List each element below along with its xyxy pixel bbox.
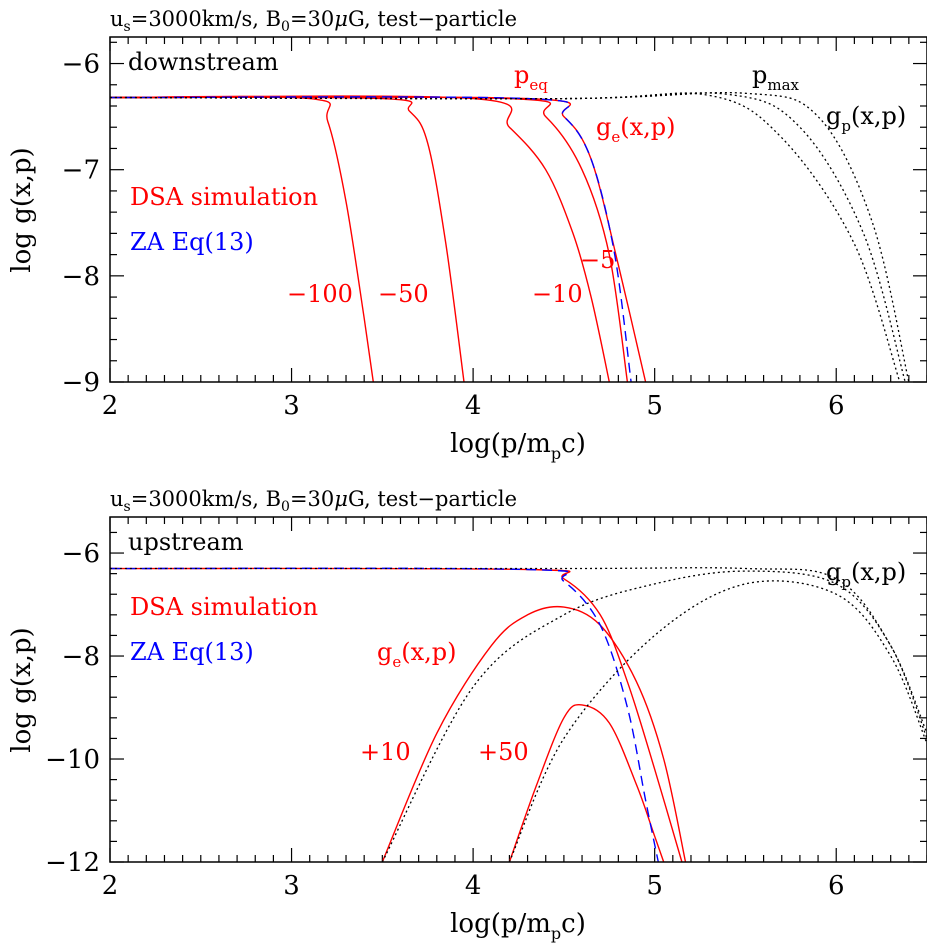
bottom-curve-label-50: +50: [478, 738, 529, 766]
top-ytick-label: −6: [62, 50, 100, 80]
bottom-xlabel: log(p/mpc): [450, 909, 586, 943]
bottom-annot-gp: gp(x,p): [826, 558, 906, 591]
top-annot-ge: ge(x,p): [596, 113, 676, 146]
bottom-ytick-label: −12: [45, 848, 100, 878]
top-curve-label-5: −5: [580, 246, 615, 274]
top-ylabel: log g(x,p): [7, 147, 37, 272]
top-curve-label-100: −100: [287, 280, 353, 308]
top-axis-ticks: [109, 37, 927, 383]
top-xtick-label: 6: [828, 391, 845, 421]
top-series-layer: [110, 91, 910, 382]
bottom-legend-dsa: DSA simulation: [130, 593, 318, 621]
bottom-ytick-label: −8: [62, 642, 100, 672]
top-curve-label-10: −10: [532, 280, 583, 308]
top-series-line-4: [110, 96, 647, 382]
bottom-legend-za: ZA Eq(13): [130, 638, 254, 666]
top-series-line-8: [110, 92, 901, 382]
top-series-line-7: [110, 92, 906, 382]
bottom-series-line-6: [508, 580, 927, 862]
top-xlabel: log(p/mpc): [450, 429, 586, 463]
top-xtick-label: 5: [646, 391, 663, 421]
top-legend-za: ZA Eq(13): [130, 228, 254, 256]
bottom-series-line-1: [381, 605, 687, 862]
bottom-panel: us=3000km/s, B0=30μG, test−particle 2 3 4 5…: [7, 487, 927, 943]
bottom-annot-ge: ge(x,p): [377, 638, 457, 671]
top-title: us=3000km/s, B0=30μG, test−particle: [110, 7, 517, 35]
bottom-xtick-label: 6: [828, 871, 845, 901]
bottom-series-line-4: [110, 567, 927, 734]
bottom-series-line-5: [381, 570, 927, 862]
bottom-series-line-3: [110, 567, 659, 862]
bottom-ytick-label: −10: [45, 745, 100, 775]
top-xtick-label: 2: [102, 391, 119, 421]
bottom-xtick-label: 3: [283, 871, 300, 901]
top-plot-frame: [109, 36, 927, 383]
top-xtick-label: 3: [283, 391, 300, 421]
bottom-series-line-2: [508, 703, 665, 862]
top-annot-pmax: pmax: [752, 61, 800, 94]
top-ytick-label: −9: [62, 368, 100, 398]
top-xtick-label: 4: [465, 391, 482, 421]
top-annot-gp: gp(x,p): [826, 102, 906, 135]
bottom-ytick-label: −6: [62, 539, 100, 569]
bottom-title: us=3000km/s, B0=30μG, test−particle: [110, 487, 517, 515]
bottom-curve-label-10: +10: [360, 738, 411, 766]
bottom-tick-labels: 2 3 4 5 6 −6 −8 −10 −12: [45, 539, 844, 901]
top-annot-peq: peq: [514, 61, 548, 94]
top-tick-labels: 2 3 4 5 6 −6 −7 −8 −9: [62, 50, 845, 421]
bottom-panel-label: upstream: [128, 528, 244, 556]
top-panel: us=3000km/s, B0=30μG, test−particle 2 3 4 5…: [7, 7, 927, 463]
bottom-plot-frame: [109, 516, 927, 863]
bottom-ylabel: log g(x,p): [7, 627, 37, 752]
top-legend-dsa: DSA simulation: [130, 183, 318, 211]
top-ytick-label: −7: [62, 156, 100, 186]
bottom-xtick-label: 2: [102, 871, 119, 901]
top-series-line-2: [110, 95, 610, 382]
top-panel-label: downstream: [128, 48, 279, 76]
bottom-xtick-label: 5: [646, 871, 663, 901]
top-curve-label-50: −50: [378, 280, 429, 308]
top-ytick-label: −8: [62, 262, 100, 292]
top-series-line-6: [110, 91, 910, 382]
bottom-axis-ticks: [109, 517, 927, 863]
bottom-series-layer: [110, 567, 927, 862]
bottom-xtick-label: 4: [465, 871, 482, 901]
